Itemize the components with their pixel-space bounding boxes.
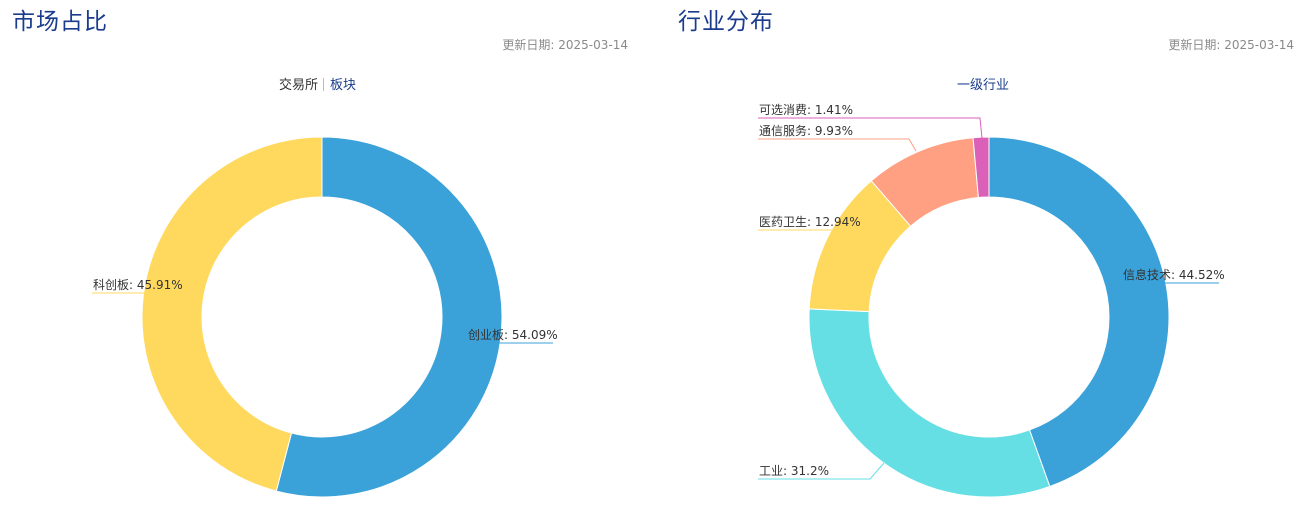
slice-label-0: 信息技术: 44.52% — [1122, 267, 1225, 284]
slice-label-text: 工业: 31.2% — [759, 464, 829, 478]
industry-distribution-panel: 行业分布 更新日期: 2025-03-14 一级行业 信息技术: 44.52% 工… — [660, 0, 1299, 505]
donut-slice-1[interactable] — [141, 136, 323, 492]
slice-label-0: 创业板: 54.09% — [467, 328, 558, 344]
market-share-updated: 更新日期: 2025-03-14 — [502, 36, 628, 53]
slice-label-1: 工业: 31.2% — [758, 462, 885, 480]
industry-distribution-title: 行业分布 — [678, 9, 774, 35]
tab-divider — [323, 78, 325, 91]
slice-label-3: 通信服务: 9.93% — [758, 123, 917, 152]
updated-date: 2025-03-14 — [558, 38, 628, 52]
industry-donut-chart: 信息技术: 44.52% 工业: 31.2% 医药卫生: 12.94% 通信服务: 9… — [758, 103, 1225, 498]
slice-label-text: 创业板: 54.09% — [468, 328, 558, 342]
market-share-donut-chart: 创业板: 54.09% 科创板: 45.91% — [92, 136, 558, 498]
slice-label-text: 医药卫生: 12.94% — [759, 215, 861, 229]
market-share-panel: 市场占比 更新日期: 2025-03-14 交易所 板块 创业板: 54.09% 科… — [0, 0, 640, 505]
donut-slice-0[interactable] — [988, 136, 1170, 488]
donut-slice-0[interactable] — [275, 136, 503, 498]
updated-label: 更新日期: — [1168, 38, 1221, 52]
leader-line — [758, 117, 983, 139]
donut-slice-4[interactable] — [972, 136, 990, 199]
tab-level1-industry[interactable]: 一级行业 — [957, 78, 1010, 93]
slice-label-text: 通信服务: 9.93% — [759, 123, 853, 138]
leader-line — [758, 462, 885, 480]
updated-label: 更新日期: — [502, 38, 555, 52]
slice-label-1: 科创板: 45.91% — [92, 278, 183, 294]
donut-slice-1[interactable] — [808, 308, 1051, 498]
industry-distribution-updated: 更新日期: 2025-03-14 — [1168, 36, 1294, 53]
market-share-title: 市场占比 — [12, 9, 108, 35]
leader-line — [758, 229, 863, 237]
slice-label-2: 医药卫生: 12.94% — [758, 215, 863, 237]
tab-board[interactable]: 板块 — [330, 78, 357, 93]
tab-exchange[interactable]: 交易所 — [279, 78, 319, 93]
slice-label-4: 可选消费: 1.41% — [758, 103, 983, 139]
slice-label-text: 信息技术: 44.52% — [1123, 267, 1225, 282]
industry-distribution-tabs: 一级行业 — [957, 74, 1009, 93]
slice-label-text: 科创板: 45.91% — [93, 278, 183, 292]
leader-line — [758, 138, 917, 152]
slice-label-text: 可选消费: 1.41% — [759, 103, 853, 117]
market-share-tabs: 交易所 板块 — [279, 74, 356, 93]
updated-date: 2025-03-14 — [1224, 38, 1294, 52]
